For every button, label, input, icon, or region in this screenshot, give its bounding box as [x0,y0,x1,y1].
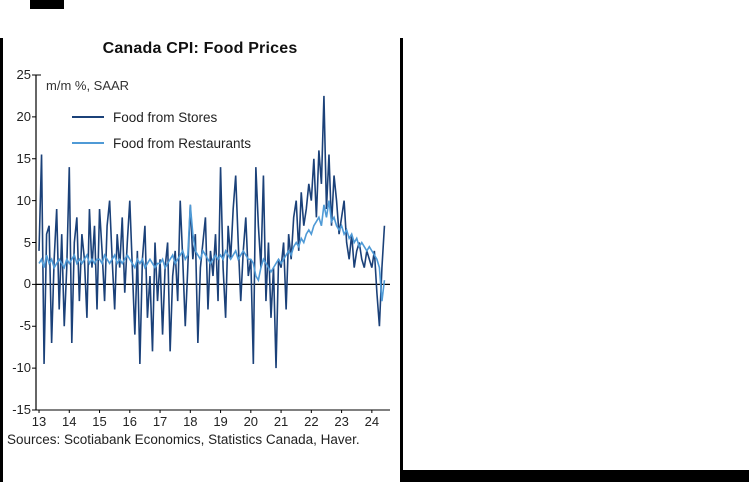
line-chart-plot [32,74,390,413]
y-axis-units-label: m/m %, SAAR [46,78,130,93]
y-tick-label: -5 [19,318,31,334]
x-tick-label: 22 [304,414,319,429]
legend-item-food-from-stores: Food from Stores [72,104,251,130]
y-tick-label: 25 [16,67,31,82]
legend-line-swatch-stores [72,116,104,118]
left-border-rule [0,38,3,482]
x-tick-label: 24 [364,414,380,429]
chart-title: Canada CPI: Food Prices [102,40,298,57]
y-tick-label: 0 [23,276,31,292]
y-tick-label: 15 [16,150,31,166]
decorative-top-bar [30,0,64,9]
legend-label-restaurants: Food from Restaurants [113,135,252,151]
y-tick-label: -10 [12,360,31,376]
legend-label-stores: Food from Stores [113,109,218,125]
column-divider-rule [400,38,403,482]
y-tick-label: 10 [16,192,31,208]
source-note: Sources: Scotiabank Economics, Statistic… [7,432,360,447]
x-tick-label: 13 [31,414,47,429]
x-tick-label: 20 [243,414,259,429]
x-tick-label: 19 [213,414,228,429]
x-tick-label: 15 [92,414,107,429]
decorative-bottom-bar [400,470,749,482]
legend-line-swatch-restaurants [72,142,104,144]
x-tick-label: 14 [62,414,77,429]
y-tick-label: 5 [23,234,31,250]
series-line-food-from-restaurants [38,200,386,302]
x-tick-label: 23 [334,414,349,429]
y-tick-label: -15 [12,402,31,417]
chart-panel: Canada CPI: Food Prices m/m %, SAAR Food… [0,30,400,482]
legend-item-food-from-restaurants: Food from Restaurants [72,130,251,156]
x-tick-label: 16 [122,414,138,429]
x-tick-label: 21 [273,414,289,429]
x-tick-label: 17 [152,414,168,429]
series-line-food-from-stores [38,95,386,369]
x-tick-label: 18 [183,414,198,429]
y-tick-label: 20 [16,108,31,124]
chart-legend: Food from Stores Food from Restaurants [72,104,251,156]
